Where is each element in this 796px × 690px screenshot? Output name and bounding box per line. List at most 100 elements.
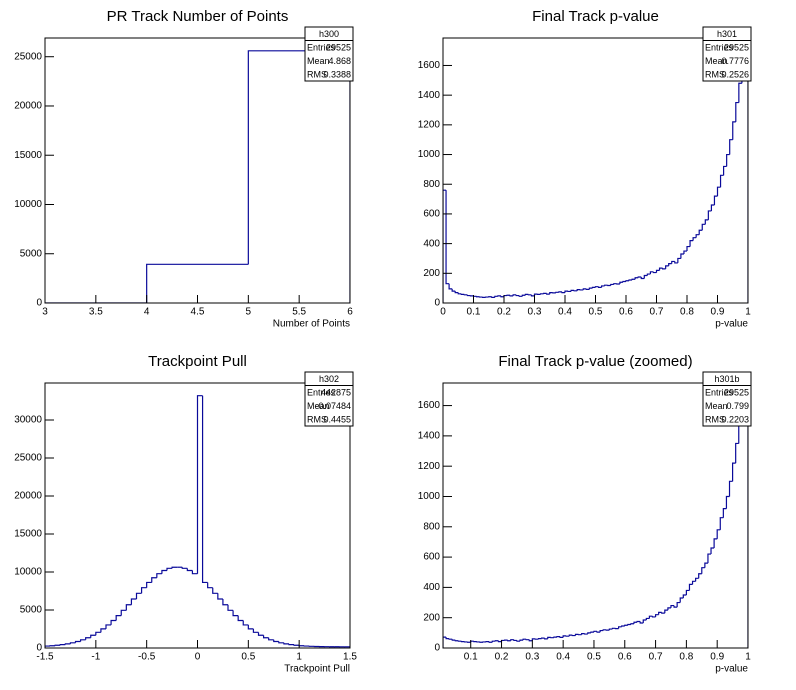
histogram-bin [451, 288, 456, 292]
histogram-bin [135, 592, 142, 600]
histogram-bin [701, 567, 705, 574]
histogram-bin [604, 284, 608, 286]
x-tick-label: 5 [246, 307, 252, 318]
x-tick-label: 0 [195, 652, 201, 663]
histogram-bin [664, 609, 668, 614]
x-tick-label: 3.5 [89, 307, 103, 318]
histogram-bin [45, 645, 51, 648]
stats-title: h300 [319, 29, 339, 39]
histogram-bin [510, 639, 514, 641]
stats-title: h301 [717, 29, 737, 39]
y-tick-label: 600 [423, 552, 440, 563]
stats-box [702, 371, 752, 427]
stats-value: 0.3388 [323, 70, 351, 80]
histogram-bin [283, 642, 289, 645]
histogram-bin [59, 644, 66, 646]
x-tick-label: 0.7 [650, 307, 664, 318]
histogram-bin [553, 636, 557, 638]
histogram-bin [448, 638, 453, 640]
y-tick-label: 1000 [418, 149, 441, 160]
histogram-bin [222, 599, 228, 606]
histogram-bin [544, 638, 548, 640]
y-tick-label: 25000 [14, 51, 42, 62]
histogram-bin [568, 634, 573, 637]
stats-label: Mean [705, 56, 728, 66]
stats-value: 0.4455 [323, 415, 351, 425]
y-tick-label: 400 [423, 582, 440, 593]
x-tick-label: 0.8 [679, 652, 693, 663]
histogram-bin [555, 291, 559, 293]
x-tick-label: 0.5 [241, 652, 255, 663]
stats-label: RMS [705, 415, 725, 425]
histogram-bin [618, 626, 622, 629]
stats-label: Mean [307, 401, 330, 411]
histogram-bin [90, 634, 96, 638]
histogram-bin [293, 644, 300, 646]
stats-value: -0.07484 [315, 401, 351, 411]
histogram-bin [512, 294, 517, 296]
y-tick-label: 1400 [418, 431, 441, 442]
histogram-bin [701, 223, 706, 231]
histogram-bin [710, 204, 715, 211]
histogram-bin [140, 587, 147, 594]
y-tick-label: 1400 [418, 90, 441, 101]
y-tick-label: 1200 [418, 461, 441, 472]
histogram-bin [515, 294, 520, 297]
histogram-bin [677, 257, 681, 263]
histogram-bin [688, 583, 693, 591]
histogram-bin [625, 280, 630, 282]
histogram-bin [719, 174, 724, 188]
frame [442, 382, 749, 649]
x-tick-label: 5.5 [292, 307, 306, 318]
histogram-bin [524, 293, 529, 296]
x-tick-label: 0.2 [495, 652, 509, 663]
histogram-bin [110, 619, 117, 625]
histogram-bin [451, 639, 456, 641]
stats-title: h301b [714, 374, 739, 384]
histogram-bin [685, 589, 690, 595]
histogram-bin [570, 289, 575, 292]
histogram-bin [491, 296, 495, 298]
histogram-bin [445, 190, 450, 285]
x-tick-label: 6 [347, 307, 353, 318]
histogram-bin [549, 292, 553, 295]
chart-title: Trackpoint Pull [148, 353, 247, 370]
histogram-bin [594, 286, 599, 288]
histogram-bin [665, 265, 669, 269]
stats-label: Entries [705, 388, 734, 398]
histogram-bin [695, 234, 700, 238]
x-tick-label: 0.1 [464, 652, 478, 663]
histogram-bin [719, 517, 724, 530]
histogram-bin [628, 279, 633, 281]
histogram-bin [726, 153, 730, 167]
y-tick-label: 1200 [418, 119, 441, 130]
histogram-bin [237, 615, 244, 622]
histogram-bin [509, 295, 514, 297]
plot-area [443, 383, 748, 648]
histogram-bin [636, 620, 641, 623]
x-tick-label: -1 [91, 652, 100, 663]
histogram-bin [593, 630, 598, 633]
stats-label: Entries [307, 388, 336, 398]
histogram-bin [273, 639, 279, 643]
chart-title: Final Track p-value (zoomed) [498, 353, 692, 370]
x-axis-label: Trackpoint Pull [284, 664, 350, 675]
histogram-bin [608, 628, 613, 631]
x-axis-label: Number of Points [273, 319, 350, 330]
histogram-bin [201, 395, 208, 584]
histogram-bin [722, 508, 727, 518]
histogram-bin [581, 633, 585, 635]
x-tick-label: 1 [745, 652, 751, 663]
histogram-bin [191, 570, 198, 575]
histogram-bin [658, 267, 663, 271]
histogram-bin [457, 292, 462, 295]
histogram-bin [166, 567, 173, 571]
x-tick-label: -1.5 [36, 652, 54, 663]
histogram-bin [546, 293, 550, 295]
histogram-bin [622, 280, 626, 283]
histogram-bin [698, 573, 702, 579]
histogram-bin [454, 640, 459, 642]
histogram-bin [652, 271, 657, 274]
y-tick-label: 0 [36, 643, 42, 654]
x-tick-label: 0.9 [711, 307, 725, 318]
